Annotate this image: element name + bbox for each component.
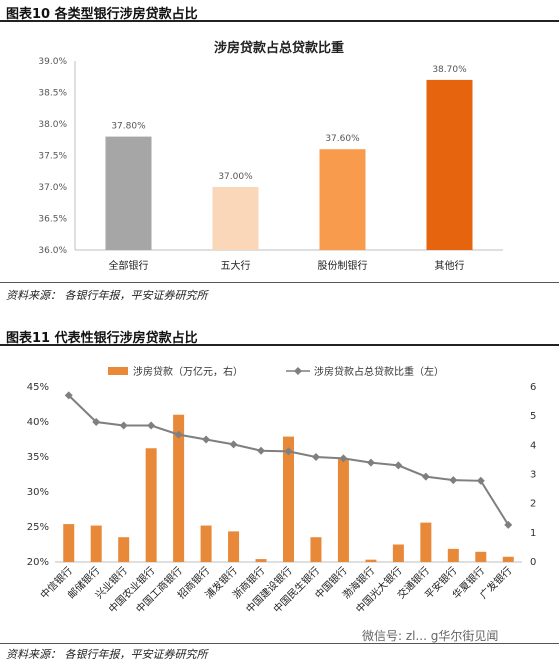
- chart2-right-ytick-label: 5: [530, 411, 536, 422]
- chart2-bar: [475, 551, 487, 562]
- chart1-category-label: 全部银行: [109, 259, 149, 272]
- chart1-bar: [105, 136, 152, 250]
- chart2-right-ytick-label: 4: [530, 440, 536, 451]
- figure1-header-rule: [0, 20, 559, 22]
- chart2-category-label: 中国工商银行: [133, 564, 185, 616]
- chart1-ytick-label: 36.5%: [38, 215, 67, 225]
- chart2-bar: [447, 548, 459, 562]
- chart2-right-ytick-label: 6: [530, 382, 536, 393]
- chart1-ytick-label: 39.0%: [38, 57, 67, 67]
- chart2-bar: [310, 537, 322, 562]
- chart1-ytick-label: 38.5%: [38, 89, 67, 99]
- chart2-line-marker: [449, 476, 458, 485]
- chart2-right-ytick-label: 2: [530, 499, 536, 510]
- figure2-header-rule: [0, 344, 559, 346]
- chart2-line-marker: [476, 476, 485, 485]
- chart2-legend: 涉房贷款（万亿元，右） 涉房贷款占总贷款比重（左）: [108, 365, 444, 378]
- chart2-bar: [200, 525, 212, 562]
- chart2-left-ytick-label: 40%: [27, 417, 49, 428]
- chart2-line-marker: [339, 454, 348, 463]
- chart2-category-label: 中国光大银行: [353, 564, 405, 616]
- chart2-bar: [365, 559, 377, 562]
- chart2-line-marker: [257, 446, 266, 455]
- chart1-title: 涉房贷款占总贷款比重: [214, 40, 344, 56]
- chart1-value-label: 37.00%: [218, 172, 253, 182]
- chart2-bar: [283, 436, 294, 562]
- chart1-ytick-label: 38.0%: [38, 120, 67, 130]
- watermark-text: 微信号: zl... g华尔街见闻: [362, 629, 499, 643]
- chart2-bar: [228, 531, 240, 562]
- chart2-left-ytick-label: 45%: [27, 382, 49, 393]
- chart2-line-marker: [284, 447, 293, 456]
- chart2-left-ytick-label: 30%: [27, 487, 49, 498]
- chart2-line-marker: [504, 520, 513, 529]
- chart2-line-marker: [421, 472, 430, 481]
- chart2-left-ytick-label: 25%: [27, 522, 49, 533]
- chart2-left-ytick-label: 35%: [27, 452, 49, 463]
- chart1: 涉房贷款占总贷款比重 36.0% 36.5% 37.0% 37.5% 38.0% 38.5…: [38, 40, 503, 272]
- chart2: 涉房贷款（万亿元，右） 涉房贷款占总贷款比重（左） 20%25%30%35%40…: [27, 365, 537, 616]
- chart2-right-ytick-label: 1: [530, 528, 536, 539]
- figure2-header: 图表11 代表性银行涉房贷款占比: [0, 324, 559, 346]
- chart2-bar: [502, 556, 514, 562]
- chart2-line-marker: [147, 421, 156, 430]
- chart2-line-marker: [92, 418, 101, 426]
- chart1-value-label: 38.70%: [432, 65, 467, 75]
- chart2-line-marker: [311, 453, 320, 461]
- figure1-header: 图表10 各类型银行涉房贷款占比: [0, 0, 559, 22]
- chart2-line-marker: [229, 440, 238, 449]
- chart2-bar: [118, 537, 130, 562]
- chart2-line-marker: [366, 458, 375, 467]
- chart2-line-marker: [394, 461, 403, 470]
- chart1-category-label: 五大行: [221, 259, 251, 272]
- chart1-value-label: 37.80%: [111, 122, 146, 132]
- chart2-line-marker: [64, 391, 73, 400]
- chart1-category-label: 股份制银行: [318, 259, 368, 272]
- figure1-bottom-rule: [0, 282, 559, 283]
- chart2-right-ytick-label: 0: [530, 557, 536, 568]
- legend-line-label: 涉房贷款占总贷款比重（左）: [314, 365, 444, 378]
- chart1-ytick-label: 37.5%: [38, 152, 67, 162]
- legend-bar-swatch: [108, 367, 128, 375]
- legend-line-marker: [294, 367, 302, 375]
- chart2-bar: [90, 525, 102, 562]
- figure2-title: 图表11 代表性银行涉房贷款占比: [6, 331, 198, 346]
- chart2-bar: [337, 458, 349, 562]
- chart2-bar: [392, 544, 404, 562]
- chart2-bar: [63, 524, 75, 562]
- chart1-ytick-label: 37.0%: [38, 183, 67, 193]
- chart1-bar: [212, 187, 259, 250]
- chart2-line-marker: [202, 435, 211, 444]
- figure2-bottom-rule: [0, 643, 559, 644]
- figure1-source: 资料来源： 各银行年报，平安证券研究所: [6, 289, 208, 302]
- chart2-bar: [173, 414, 185, 562]
- chart2-bar: [255, 559, 267, 562]
- chart1-bar: [319, 149, 366, 250]
- chart2-bar: [145, 448, 157, 562]
- chart1-bar: [426, 79, 473, 251]
- figure2-source: 资料来源： 各银行年报，平安证券研究所: [6, 648, 208, 661]
- legend-bar-label: 涉房贷款（万亿元，右）: [133, 365, 243, 378]
- chart1-value-label: 37.60%: [325, 134, 360, 144]
- chart1-ytick-label: 36.0%: [38, 246, 67, 256]
- chart2-category-label: 中国民生银行: [270, 564, 322, 616]
- chart1-category-label: 其他行: [435, 259, 465, 272]
- chart2-line-marker: [174, 430, 183, 439]
- chart2-right-ytick-label: 3: [530, 470, 536, 481]
- figure1-title: 图表10 各类型银行涉房贷款占比: [6, 7, 198, 22]
- chart2-bar: [420, 522, 432, 562]
- chart2-left-ytick-label: 20%: [27, 557, 49, 568]
- chart2-line-marker: [119, 421, 128, 430]
